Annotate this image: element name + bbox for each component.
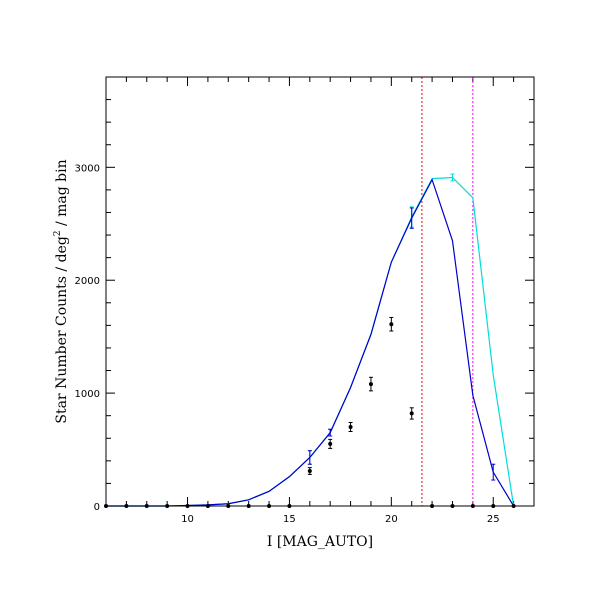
x-tick-label: 25 <box>487 514 500 525</box>
x-tick-label: 15 <box>283 514 296 525</box>
y-tick-label: 3000 <box>75 163 100 174</box>
x-tick-labels: 10 15 20 25 <box>181 514 499 525</box>
y-tick-label: 1000 <box>75 389 100 400</box>
y-axis-label-tail: / mag bin <box>54 159 70 230</box>
threshold-lines <box>421 77 474 506</box>
series-layer <box>106 173 515 507</box>
tick-marks <box>105 76 535 507</box>
y-tick-labels: 0 1000 2000 3000 <box>75 163 100 513</box>
points-layer <box>104 316 516 508</box>
x-axis-label: I [MAG_AUTO] <box>267 534 373 550</box>
x-tick-label: 20 <box>385 514 398 525</box>
plot-frame <box>105 76 535 507</box>
y-axis-label-main: Star Number Counts / deg <box>54 236 70 423</box>
y-axis-label-sup: 2 <box>53 230 63 236</box>
y-tick-label: 2000 <box>75 276 100 287</box>
y-axis-label: Star Number Counts / deg2 / mag bin <box>53 159 70 423</box>
y-tick-label: 0 <box>94 502 100 513</box>
x-tick-label: 10 <box>181 514 194 525</box>
